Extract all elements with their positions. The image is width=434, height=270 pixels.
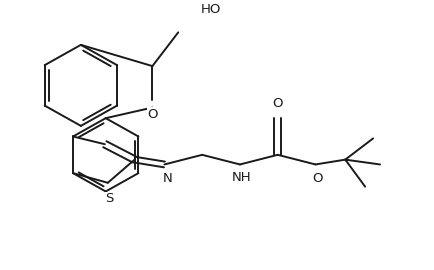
Text: HO: HO	[201, 3, 221, 16]
Text: O: O	[147, 107, 158, 121]
Text: N: N	[163, 172, 172, 185]
Text: NH: NH	[232, 171, 252, 184]
Text: S: S	[105, 193, 114, 205]
Text: O: O	[312, 172, 323, 185]
Text: O: O	[273, 97, 283, 110]
